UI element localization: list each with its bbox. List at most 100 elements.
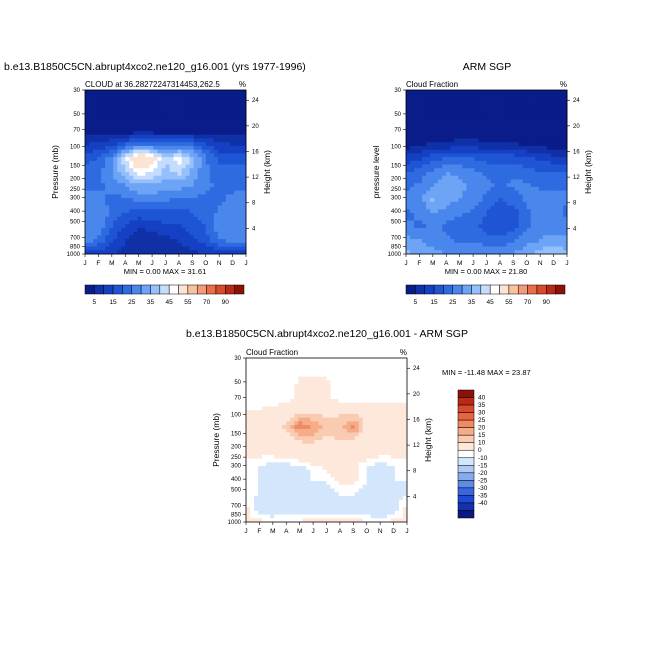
heatmap-cell <box>430 190 435 195</box>
heatmap-cell <box>89 209 94 214</box>
heatmap-cell <box>306 391 311 396</box>
heatmap-cell <box>522 183 528 188</box>
heatmap-cell <box>229 142 235 147</box>
heatmap-cell <box>506 164 512 169</box>
heatmap-cell <box>129 97 134 102</box>
heatmap-cell <box>125 216 130 221</box>
heatmap-cell <box>366 395 372 400</box>
obs-colorbar: 5 15 25 35 45 55 70 90 <box>405 284 566 306</box>
heatmap-cell <box>402 421 408 426</box>
heatmap-cell <box>394 410 400 415</box>
heatmap-cell <box>526 104 532 110</box>
heatmap-cell <box>458 235 463 240</box>
heatmap-cell <box>169 138 174 143</box>
model-min-max: MIN = 0.00 MAX = 31.61 <box>124 267 207 276</box>
heatmap-cell <box>370 454 376 460</box>
heatmap-cell <box>101 179 106 184</box>
heatmap-cell <box>113 220 118 225</box>
heatmap-cell <box>446 205 451 210</box>
heatmap-cell <box>209 250 215 255</box>
heatmap-cell <box>514 183 520 188</box>
heatmap-cell <box>109 172 114 177</box>
heatmap-cell <box>542 209 548 214</box>
heatmap-cell <box>478 194 483 199</box>
heatmap-cell <box>462 90 467 95</box>
heatmap-cell <box>213 242 219 247</box>
heatmap-cell <box>298 473 303 478</box>
heatmap-cell <box>434 175 439 180</box>
heatmap-cell <box>89 131 94 136</box>
heatmap-cell <box>342 469 348 474</box>
heatmap-cell <box>538 127 544 132</box>
heatmap-cell <box>438 205 443 210</box>
heatmap-cell <box>129 101 134 106</box>
heatmap-cell <box>558 157 564 162</box>
heatmap-cell <box>402 425 408 430</box>
heatmap-cell <box>97 104 102 110</box>
heatmap-cell <box>490 104 495 110</box>
heatmap-cell <box>402 432 408 437</box>
heatmap-cell <box>197 175 203 180</box>
heatmap-cell <box>201 209 207 214</box>
heatmap-cell <box>514 119 520 124</box>
heatmap-cell <box>334 369 339 374</box>
heatmap-cell <box>506 246 512 251</box>
heatmap-cell <box>302 425 307 430</box>
heatmap-cell <box>470 246 475 251</box>
heatmap-cell <box>177 227 182 233</box>
heatmap-cell <box>105 198 110 203</box>
heatmap-cell <box>161 186 166 192</box>
heatmap-cell <box>181 175 187 180</box>
heatmap-cell <box>89 123 94 128</box>
heatmap-cell <box>538 194 544 199</box>
heatmap-cell <box>177 231 182 236</box>
heatmap-cell <box>209 142 215 147</box>
heatmap-cell <box>482 127 487 132</box>
heatmap-cell <box>121 213 126 218</box>
heatmap-cell <box>109 119 114 124</box>
colorbar-swatch <box>122 284 133 295</box>
heatmap-cell <box>426 145 431 151</box>
heatmap-cell <box>458 216 463 221</box>
heatmap-cell <box>410 190 415 195</box>
heatmap-cell <box>294 443 299 448</box>
heatmap-cell <box>394 443 400 448</box>
heatmap-cell <box>558 220 564 225</box>
heatmap-cell <box>137 138 142 143</box>
heatmap-cell <box>274 372 279 378</box>
heatmap-cell <box>486 235 491 240</box>
heatmap-cell <box>209 224 215 229</box>
heatmap-cell <box>282 428 287 433</box>
heatmap-cell <box>298 391 303 396</box>
heatmap-cell <box>145 213 150 218</box>
heatmap-cell <box>346 380 352 385</box>
heatmap-cell <box>105 235 110 240</box>
heatmap-cell <box>490 239 495 244</box>
heatmap-cell <box>546 101 552 106</box>
heatmap-cell <box>326 361 331 366</box>
heatmap-cell <box>362 454 368 460</box>
heatmap-cell <box>197 164 203 169</box>
heatmap-cell <box>334 458 339 463</box>
heatmap-cell <box>197 250 203 255</box>
heatmap-cell <box>306 440 311 445</box>
heatmap-cell <box>446 246 451 251</box>
heatmap-cell <box>169 201 174 206</box>
heatmap-cell <box>554 160 560 165</box>
heatmap-cell <box>209 190 215 195</box>
heatmap-cell <box>149 213 154 218</box>
heatmap-cell <box>117 142 122 147</box>
heatmap-cell <box>338 406 343 411</box>
heatmap-cell <box>338 425 343 430</box>
heatmap-cell <box>362 447 368 452</box>
heatmap-cell <box>522 134 528 139</box>
heatmap-cell <box>213 201 219 206</box>
heatmap-cell <box>414 160 419 165</box>
heatmap-cell <box>121 250 126 255</box>
heatmap-cell <box>129 201 134 206</box>
heatmap-cell <box>229 227 235 233</box>
heatmap-cell <box>346 395 352 400</box>
heatmap-cell <box>254 451 259 456</box>
heatmap-cell <box>105 134 110 139</box>
heatmap-cell <box>478 134 483 139</box>
